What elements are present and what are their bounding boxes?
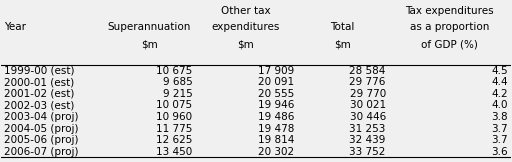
Text: 2005-06 (proj): 2005-06 (proj): [4, 135, 78, 145]
Text: Year: Year: [4, 22, 26, 32]
Text: 30 446: 30 446: [350, 112, 386, 122]
Text: 1999-00 (est): 1999-00 (est): [4, 66, 74, 76]
Text: 4.0: 4.0: [492, 100, 508, 110]
Text: Superannuation: Superannuation: [108, 22, 191, 32]
Text: as a proportion: as a proportion: [410, 22, 489, 32]
Text: 9 215: 9 215: [163, 89, 193, 99]
Text: 29 770: 29 770: [350, 89, 386, 99]
Text: Tax expenditures: Tax expenditures: [405, 6, 494, 16]
Text: 20 091: 20 091: [258, 77, 294, 87]
Text: 10 960: 10 960: [156, 112, 193, 122]
Text: 2004-05 (proj): 2004-05 (proj): [4, 124, 78, 133]
Text: 19 814: 19 814: [258, 135, 294, 145]
Text: 3.8: 3.8: [492, 112, 508, 122]
Text: 9 685: 9 685: [163, 77, 193, 87]
Text: 2002-03 (est): 2002-03 (est): [4, 100, 74, 110]
Text: 4.5: 4.5: [492, 66, 508, 76]
Text: 3.6: 3.6: [492, 147, 508, 157]
Text: 29 776: 29 776: [350, 77, 386, 87]
Text: 28 584: 28 584: [350, 66, 386, 76]
Text: 2003-04 (proj): 2003-04 (proj): [4, 112, 78, 122]
Text: of GDP (%): of GDP (%): [421, 39, 478, 49]
Text: $m: $m: [141, 39, 157, 49]
Text: 3.7: 3.7: [492, 135, 508, 145]
Text: 2006-07 (proj): 2006-07 (proj): [4, 147, 78, 157]
Text: $m: $m: [238, 39, 254, 49]
Text: 2000-01 (est): 2000-01 (est): [4, 77, 74, 87]
Text: 10 675: 10 675: [156, 66, 193, 76]
Text: Total: Total: [330, 22, 355, 32]
Text: 2001-02 (est): 2001-02 (est): [4, 89, 74, 99]
Text: 32 439: 32 439: [350, 135, 386, 145]
Text: 10 075: 10 075: [156, 100, 193, 110]
Text: expenditures: expenditures: [211, 22, 280, 32]
Text: 19 946: 19 946: [258, 100, 294, 110]
Text: 13 450: 13 450: [156, 147, 193, 157]
Text: 4.2: 4.2: [492, 89, 508, 99]
Text: 19 486: 19 486: [258, 112, 294, 122]
Text: 20 555: 20 555: [258, 89, 294, 99]
Text: 19 478: 19 478: [258, 124, 294, 133]
Text: $m: $m: [334, 39, 351, 49]
Text: Other tax: Other tax: [221, 6, 271, 16]
Text: 33 752: 33 752: [350, 147, 386, 157]
Text: 20 302: 20 302: [258, 147, 294, 157]
Text: 11 775: 11 775: [156, 124, 193, 133]
Text: 4.4: 4.4: [492, 77, 508, 87]
Text: 31 253: 31 253: [350, 124, 386, 133]
Text: 12 625: 12 625: [156, 135, 193, 145]
Text: 30 021: 30 021: [350, 100, 386, 110]
Text: 17 909: 17 909: [258, 66, 294, 76]
Text: 3.7: 3.7: [492, 124, 508, 133]
